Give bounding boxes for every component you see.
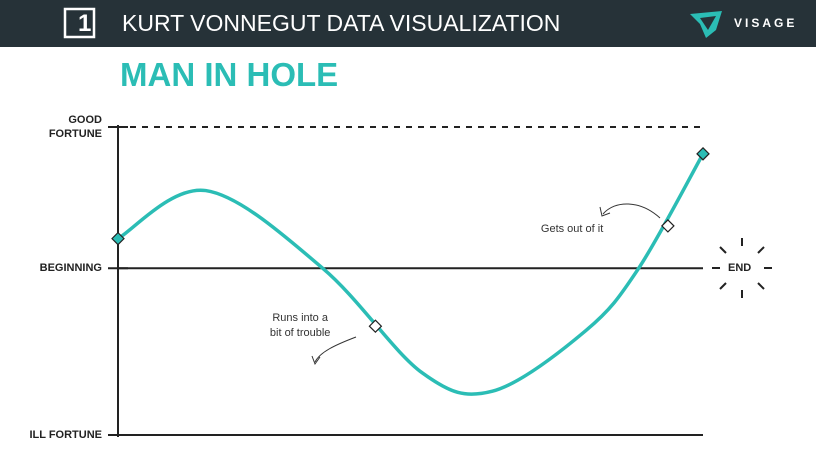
annotation-arrow (602, 203, 661, 219)
y-tick-label: ILL FORTUNE (29, 429, 102, 441)
y-tick-label: BEGINNING (39, 262, 102, 275)
annotation-point (368, 319, 383, 334)
number-box (63, 7, 96, 39)
y-tick-label: GOOD FORTUNE (48, 114, 102, 140)
annotation-arrowhead (311, 355, 321, 366)
end-burst (712, 238, 772, 298)
chart-title: MAN IN HOLE (120, 56, 339, 93)
annotation: Gets out of it (540, 222, 604, 235)
endpoint (111, 231, 125, 246)
header-bar (0, 0, 816, 47)
brand: VISAGE (734, 16, 798, 30)
end-label: END (728, 262, 752, 275)
logo-cut (700, 16, 716, 30)
header-title: KURT VONNEGUT DATA VISUALIZATION (122, 10, 561, 36)
annotation: Runs into a bit of trouble (269, 312, 331, 340)
annotation-point (661, 219, 675, 233)
header-number: 1 (78, 10, 92, 37)
endpoint (696, 146, 710, 161)
annotation-arrow (314, 336, 357, 363)
line (117, 152, 705, 396)
annotation-arrowhead (599, 206, 611, 217)
